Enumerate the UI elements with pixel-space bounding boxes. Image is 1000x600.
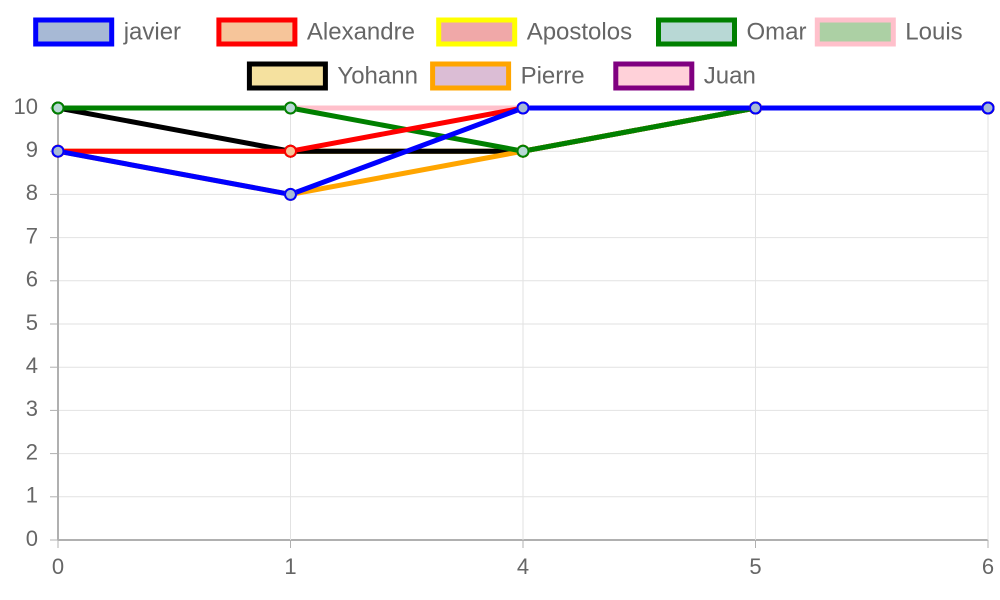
x-tick-label: 0 [52, 554, 64, 579]
y-tick-label: 1 [26, 483, 38, 508]
legend-item-omar[interactable]: Omar [656, 17, 807, 47]
y-tick-label: 3 [26, 396, 38, 421]
series-points [51, 101, 995, 201]
legend-item-pierre[interactable]: Pierre [430, 61, 585, 91]
y-tick-label: 9 [26, 137, 38, 162]
legend-label: Alexandre [307, 18, 415, 45]
data-point-javier [516, 101, 530, 115]
x-tick-label: 4 [517, 554, 529, 579]
legend-item-alexandre[interactable]: Alexandre [216, 17, 415, 47]
x-tick-label: 5 [749, 554, 761, 579]
y-tick-label: 0 [26, 526, 38, 551]
legend-swatch [814, 17, 896, 47]
x-tick-label: 6 [982, 554, 994, 579]
y-tick-label: 10 [14, 94, 38, 119]
legend-item-apostolos[interactable]: Apostolos [436, 17, 632, 47]
grid [57, 107, 989, 541]
data-point-javier [749, 101, 762, 115]
legend-swatch [246, 61, 328, 91]
data-point-omar [516, 144, 530, 158]
data-point-omar [51, 101, 65, 115]
legend-item-juan[interactable]: Juan [613, 61, 756, 91]
y-tick-label: 8 [26, 180, 38, 205]
y-tick-label: 5 [26, 310, 38, 335]
legend-label: Omar [747, 18, 807, 45]
y-tick-label: 7 [26, 223, 38, 248]
x-tick-label: 1 [284, 554, 296, 579]
legend-swatch [430, 61, 512, 91]
data-point-omar [284, 101, 297, 115]
data-point-javier [51, 144, 65, 158]
legend-swatch [656, 17, 737, 47]
y-tick-label: 2 [26, 439, 38, 464]
legend-swatch [613, 61, 695, 91]
y-tick-label: 6 [26, 267, 38, 292]
data-point-javier [284, 187, 297, 201]
y-tick-label: 4 [26, 353, 38, 378]
legend-swatch [436, 17, 518, 47]
legend-item-javier[interactable]: javier [33, 17, 181, 47]
legend-label: Louis [905, 18, 962, 45]
axes: 0 1 2 3 4 5 6 7 8 9 10 0 1 4 5 6 [14, 94, 995, 579]
legend-item-louis[interactable]: Louis [814, 17, 963, 47]
legend-label: Pierre [521, 62, 585, 89]
legend-label: Apostolos [527, 18, 632, 45]
legend-item-yohann[interactable]: Yohann [246, 61, 418, 91]
legend-swatch [33, 17, 115, 47]
data-point-javier [981, 101, 995, 115]
legend: javier Alexandre Apostolos Omar Louis Yohann P… [33, 17, 963, 91]
legend-label: Juan [704, 62, 756, 89]
legend-label: javier [123, 18, 181, 45]
legend-swatch [216, 17, 298, 47]
legend-label: Yohann [337, 62, 418, 89]
data-point-alexandre [284, 144, 297, 158]
